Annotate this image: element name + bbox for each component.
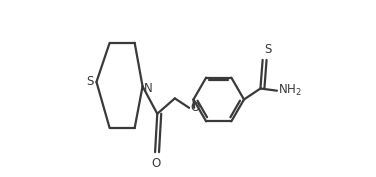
- Text: O: O: [151, 156, 161, 170]
- Text: N: N: [144, 82, 152, 95]
- Text: S: S: [264, 43, 272, 56]
- Text: S: S: [86, 75, 94, 88]
- Text: NH$_2$: NH$_2$: [278, 83, 302, 98]
- Text: O: O: [191, 101, 200, 114]
